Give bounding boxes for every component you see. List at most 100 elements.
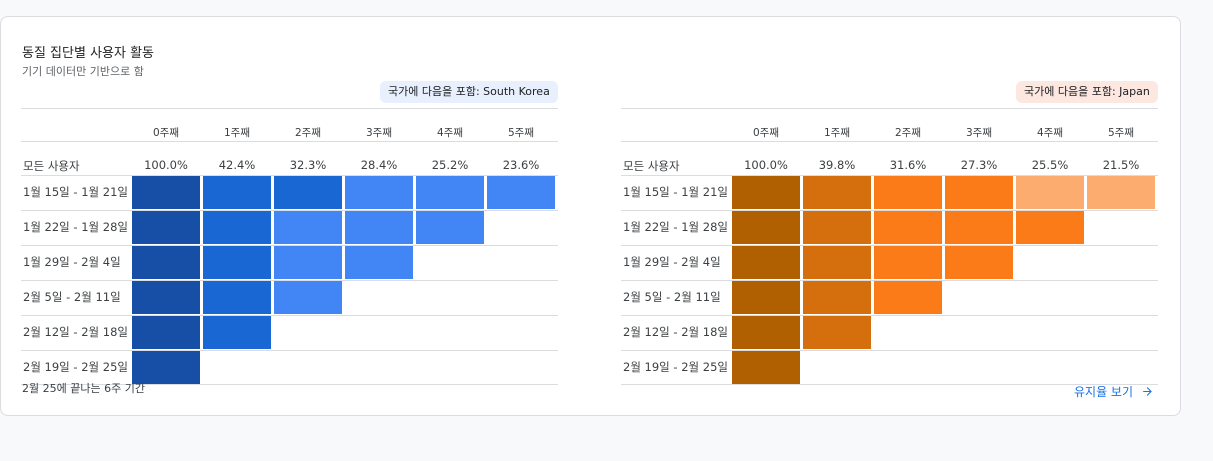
all-users-percent: 21.5% (1102, 158, 1140, 172)
cohort-cell[interactable] (1016, 211, 1084, 244)
row-divider (621, 280, 1158, 281)
cohort-cell[interactable] (803, 176, 871, 209)
cohort-row-label: 1월 15일 - 1월 21일 (623, 185, 728, 199)
cohort-cell[interactable] (732, 176, 800, 209)
week-header: 2주째 (294, 127, 321, 139)
cohort-cell[interactable] (132, 316, 200, 349)
week-header: 1주째 (223, 127, 250, 139)
all-users-percent: 25.2% (431, 158, 469, 172)
all-users-percent: 42.4% (218, 158, 256, 172)
arrow-right-icon (1141, 385, 1154, 398)
cohort-cell[interactable] (274, 176, 342, 209)
all-users-percent: 100.0% (144, 158, 188, 172)
country-filter-chip[interactable]: 국가에 다음을 포함: Japan (1016, 81, 1158, 103)
row-divider (621, 108, 1158, 109)
cohort-cell[interactable] (945, 176, 1013, 209)
cohort-cell[interactable] (132, 351, 200, 384)
row-divider (21, 210, 558, 211)
row-divider (21, 175, 558, 176)
all-users-percent: 100.0% (744, 158, 788, 172)
cohort-row-label: 1월 22일 - 1월 28일 (623, 220, 728, 234)
all-users-percent: 39.8% (818, 158, 856, 172)
card-title: 동질 집단별 사용자 활동 (22, 46, 154, 61)
all-users-percent: 31.6% (889, 158, 927, 172)
cohort-cell[interactable] (874, 281, 942, 314)
cohort-cell[interactable] (732, 316, 800, 349)
cohort-row-label: 1월 22일 - 1월 28일 (23, 220, 128, 234)
week-header: 4주째 (436, 127, 463, 139)
all-users-percent: 32.3% (289, 158, 327, 172)
country-filter-chip[interactable]: 국가에 다음을 포함: South Korea (380, 81, 558, 103)
cohort-cell[interactable] (132, 246, 200, 279)
cohort-cell[interactable] (274, 246, 342, 279)
cohort-cell[interactable] (203, 316, 271, 349)
cohort-cell[interactable] (732, 246, 800, 279)
all-users-label: 모든 사용자 (623, 159, 680, 173)
cohort-cell[interactable] (803, 316, 871, 349)
cohort-cell[interactable] (203, 176, 271, 209)
cohort-row-label: 2월 12일 - 2월 18일 (23, 325, 128, 339)
week-header: 0주째 (752, 127, 779, 139)
week-header: 1주째 (823, 127, 850, 139)
row-divider (21, 384, 558, 385)
cohort-row-label: 2월 5일 - 2월 11일 (23, 290, 121, 304)
cohort-cell[interactable] (945, 246, 1013, 279)
cohort-cell[interactable] (732, 351, 800, 384)
week-header: 4주째 (1036, 127, 1063, 139)
cohort-row-label: 1월 29일 - 2월 4일 (23, 255, 121, 269)
cohort-cell[interactable] (345, 176, 413, 209)
cohort-cell[interactable] (416, 211, 484, 244)
row-divider (621, 141, 1158, 142)
cohort-row-label: 1월 15일 - 1월 21일 (23, 185, 128, 199)
row-divider (621, 245, 1158, 246)
cohort-cell[interactable] (732, 211, 800, 244)
row-divider (21, 280, 558, 281)
cohort-cell[interactable] (487, 176, 555, 209)
cohort-row-label: 2월 19일 - 2월 25일 (23, 360, 128, 374)
cohort-cell[interactable] (803, 246, 871, 279)
cohort-cell[interactable] (874, 211, 942, 244)
period-note: 2월 25에 끝나는 6주 기간 (22, 382, 145, 395)
cohort-cell[interactable] (732, 281, 800, 314)
cohort-cell[interactable] (345, 211, 413, 244)
row-divider (621, 384, 1158, 385)
cohort-row-label: 2월 19일 - 2월 25일 (623, 360, 728, 374)
row-divider (621, 315, 1158, 316)
row-divider (621, 175, 1158, 176)
cohort-row-label: 2월 12일 - 2월 18일 (623, 325, 728, 339)
all-users-percent: 27.3% (960, 158, 998, 172)
cohort-panel-japan: 국가에 다음을 포함: Japan 0주째 1주째 2주째 3주째 4주째 5주째 모든 사용… (621, 17, 1158, 397)
week-header: 3주째 (365, 127, 392, 139)
cohort-cell[interactable] (132, 176, 200, 209)
cohort-cell[interactable] (874, 176, 942, 209)
row-divider (21, 350, 558, 351)
week-header: 5주째 (507, 127, 534, 139)
row-divider (621, 210, 1158, 211)
week-header: 3주째 (965, 127, 992, 139)
cohort-cell[interactable] (1016, 176, 1084, 209)
cohort-row-label: 2월 5일 - 2월 11일 (623, 290, 721, 304)
card-subtitle: 기기 데이터만 기반으로 함 (22, 65, 144, 78)
all-users-percent: 28.4% (360, 158, 398, 172)
cohort-cell[interactable] (803, 281, 871, 314)
all-users-percent: 23.6% (502, 158, 540, 172)
view-retention-link[interactable]: 유지율 보기 (1074, 383, 1154, 400)
row-divider (21, 315, 558, 316)
cohort-cell[interactable] (945, 211, 1013, 244)
cohort-cell[interactable] (274, 211, 342, 244)
cohort-cell[interactable] (132, 281, 200, 314)
cohort-cell[interactable] (803, 211, 871, 244)
view-retention-label: 유지율 보기 (1074, 385, 1134, 399)
cohort-panel-south-korea: 국가에 다음을 포함: South Korea 0주째 1주째 2주째 3주째 4주째 5주… (21, 17, 558, 397)
cohort-cell[interactable] (203, 211, 271, 244)
cohort-cell[interactable] (416, 176, 484, 209)
cohort-cell[interactable] (1087, 176, 1155, 209)
cohort-cell[interactable] (874, 246, 942, 279)
cohort-cell[interactable] (203, 246, 271, 279)
cohort-cell[interactable] (274, 281, 342, 314)
row-divider (21, 108, 558, 109)
cohort-row-label: 1월 29일 - 2월 4일 (623, 255, 721, 269)
cohort-cell[interactable] (345, 246, 413, 279)
cohort-cell[interactable] (132, 211, 200, 244)
cohort-cell[interactable] (203, 281, 271, 314)
